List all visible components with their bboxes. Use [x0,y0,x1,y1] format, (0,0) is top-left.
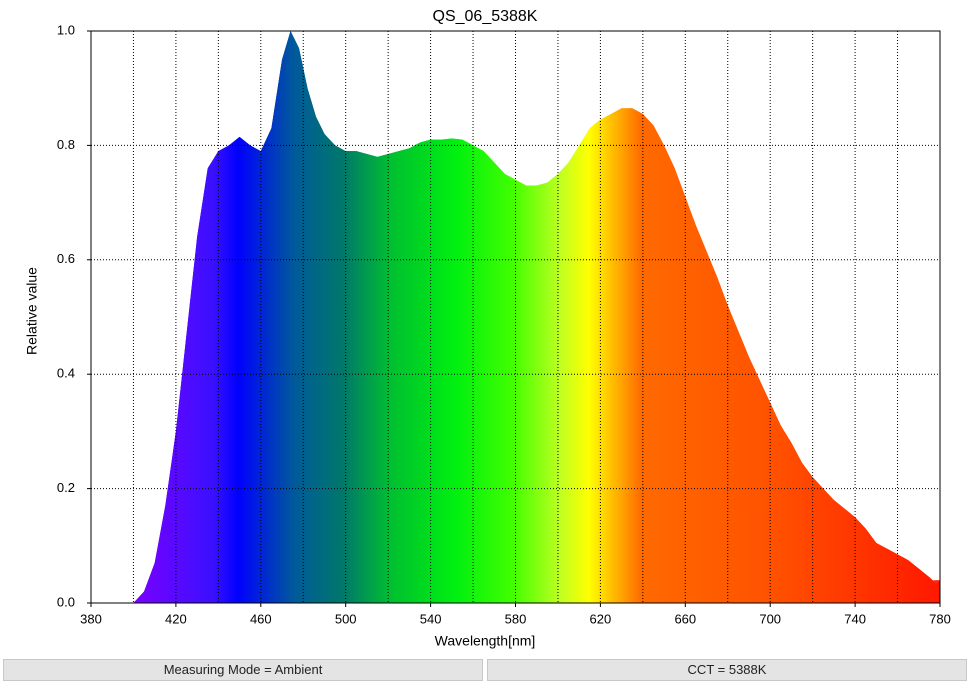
y-tick-label: 0.2 [57,480,75,495]
x-tick-label: 740 [844,611,866,626]
y-tick-label: 0.0 [57,594,75,609]
x-tick-label: 420 [165,611,187,626]
x-tick-label: 780 [929,611,951,626]
chart-title: QS_06_5388K [433,8,538,25]
x-tick-label: 380 [80,611,102,626]
y-axis-label: Relative value [24,267,40,355]
chart: QS_06_5388K Wavelength[nm] Relative valu… [24,8,951,649]
status-cct: CCT = 5388K [487,659,967,681]
x-tick-label: 700 [759,611,781,626]
x-tick-label: 660 [674,611,696,626]
x-axis-label: Wavelength[nm] [435,633,536,649]
y-tick-label: 0.6 [57,251,75,266]
x-tick-label: 540 [420,611,442,626]
spectrum-curve [133,31,940,603]
x-tick-label: 580 [505,611,527,626]
y-tick-label: 1.0 [57,22,75,37]
x-tick-label: 500 [335,611,357,626]
y-tick-label: 0.8 [57,137,75,152]
status-mode: Measuring Mode = Ambient [3,659,483,681]
x-tick-label: 620 [590,611,612,626]
x-tick-label: 460 [250,611,272,626]
plot-frame [90,30,941,604]
y-tick-label: 0.4 [57,366,75,381]
